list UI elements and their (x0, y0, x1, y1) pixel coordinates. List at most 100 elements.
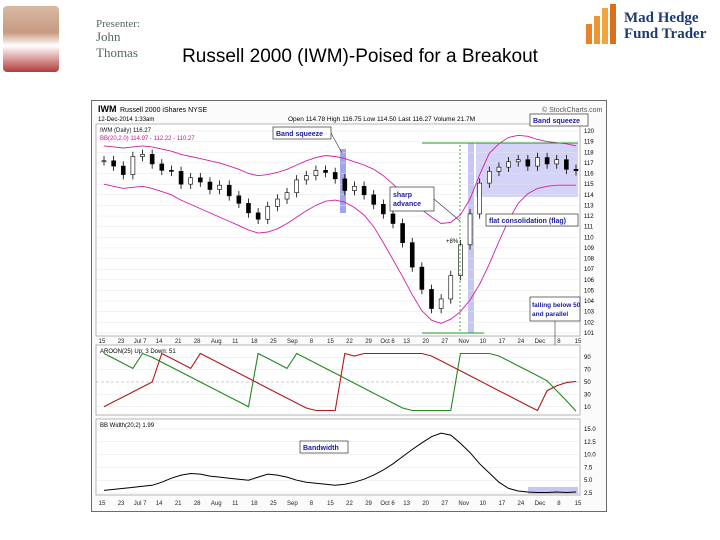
price-bar (294, 175, 299, 198)
x-tick-label: 14 (156, 501, 163, 507)
annotation-sharp-advance-line1: sharp (393, 192, 412, 199)
x-tick-label: 22 (346, 501, 353, 507)
x-tick-label: 8 (557, 339, 561, 345)
price-bar (284, 187, 290, 204)
price-bar (525, 154, 531, 171)
x-axis-labels-top: 15 23 Jul 7 14 21 28 Aug 11 18 25 Sep 8 15 22 29 Oct 6 1… (99, 339, 582, 345)
x-tick-label: 11 (232, 339, 239, 345)
price-bar (438, 294, 444, 314)
price-tick-label: 108 (584, 257, 595, 263)
legend-bb: BB(20,2.0) 114.97 - 112.22 - 110.27 (100, 136, 195, 142)
price-bar (130, 151, 136, 180)
x-tick-label: 8 (310, 501, 314, 507)
x-tick-label: 15 (327, 501, 334, 507)
price-bars (101, 149, 579, 314)
price-tick-label: 109 (584, 246, 595, 252)
annotation-bandwidth-text: Bandwidth (303, 445, 339, 452)
price-bar (236, 191, 242, 209)
aroon-tick-label: 30 (584, 392, 591, 398)
aroon-up-line (103, 352, 577, 412)
price-bar (409, 237, 415, 272)
x-tick-label: 18 (251, 501, 258, 507)
chart-security-name: Russell 2000 iShares NYSE (120, 107, 207, 114)
x-tick-label: 13 (403, 339, 410, 345)
price-bar (226, 180, 232, 201)
x-tick-label: Jul 7 (134, 501, 147, 507)
price-tick-label: 115 (584, 182, 594, 188)
x-tick-label: 27 (441, 501, 448, 507)
x-tick-label: 25 (270, 501, 277, 507)
presenter-photo (3, 6, 59, 72)
x-tick-label: 15 (327, 339, 334, 345)
bbwidth-tick-label: 7.5 (584, 465, 593, 471)
price-bar (554, 154, 560, 169)
presenter-label: Presenter: (96, 18, 140, 30)
price-bar (477, 178, 482, 219)
price-tick-label: 112 (584, 214, 594, 220)
x-tick-label: 23 (118, 501, 125, 507)
price-bar (140, 149, 145, 162)
price-bar (429, 284, 434, 314)
slide-title: Russell 2000 (IWM)-Poised for a Breakout (182, 46, 538, 67)
price-bar (246, 198, 251, 218)
bollinger-bands (103, 134, 577, 324)
x-tick-label: 15 (99, 501, 106, 507)
bbwidth-tick-label: 5.0 (584, 478, 593, 484)
price-bar (332, 167, 338, 184)
x-tick-label: 10 (479, 339, 486, 345)
bbwidth-tick-label: 15.0 (584, 427, 596, 433)
price-bar (419, 262, 425, 295)
price-tick-label: 117 (584, 161, 594, 167)
bb-lower-line (103, 183, 576, 324)
price-bar (265, 201, 271, 225)
x-tick-label: Nov (458, 339, 469, 345)
price-bar (544, 152, 550, 169)
bbwidth-tick-label: 12.5 (584, 440, 596, 446)
presenter-block: Presenter: John Thomas (0, 0, 160, 72)
chart-source: © StockCharts.com (542, 106, 603, 114)
annotation-band-squeeze-right: Band squeeze (529, 113, 589, 127)
price-bar (217, 180, 222, 195)
price-tick-label: 104 (584, 299, 595, 305)
x-axis-labels-bottom: 15 23 Jul 7 14 21 28 Aug 11 18 25 Sep 8 15 22 29 Oct 6 1… (99, 501, 582, 507)
annotation-bandwidth: Bandwidth (299, 440, 349, 454)
x-tick-label: Sep (287, 339, 298, 345)
price-tick-label: 118 (584, 150, 594, 156)
annotation-falling-below: falling below 50 and parallel (529, 296, 581, 361)
aroon-down-line (103, 352, 577, 412)
price-axis: 120 119 118 117 116 115 114 113 112 111 110 109 108 1… (584, 129, 595, 337)
price-bar (390, 209, 396, 229)
annotation-flat-consolidation-text: flat consolidation (flag) (489, 218, 566, 225)
price-bar (467, 209, 473, 250)
price-bar (564, 154, 569, 175)
x-tick-label: 20 (422, 339, 429, 345)
price-tick-label: 103 (584, 310, 595, 316)
price-tick-label: 113 (584, 203, 594, 209)
x-tick-label: Oct 6 (380, 339, 395, 345)
price-tick-label: 114 (584, 193, 594, 199)
x-tick-label: 20 (422, 501, 429, 507)
x-tick-label: 28 (194, 339, 201, 345)
annotation-band-squeeze-left: Band squeeze (272, 126, 343, 154)
annotation-flat-consolidation: flat consolidation (flag) (485, 213, 579, 227)
chart-svg: IWM Russell 2000 iShares NYSE © StockCha… (95, 104, 603, 507)
legend-bbwidth: BB Width(20,2) 1.99 (100, 423, 155, 429)
flag-shade (476, 143, 578, 197)
annotation-falling-below-line2: and parallel (532, 311, 568, 318)
x-tick-label: Sep (287, 501, 298, 507)
price-bar (352, 181, 357, 196)
aroon-tick-label: 50 (584, 380, 591, 386)
price-bar (448, 270, 454, 304)
logo-line-2: Fund Trader (624, 26, 707, 42)
price-tick-label: 111 (584, 225, 594, 231)
price-tick-label: 119 (584, 140, 594, 146)
price-bar (535, 152, 540, 171)
price-bar (573, 164, 579, 176)
price-bar (255, 208, 261, 225)
x-tick-label: 21 (175, 501, 182, 507)
x-tick-label: 24 (518, 501, 525, 507)
aroon-lines (103, 352, 577, 412)
bbwidth-panel (95, 418, 581, 496)
mad-hedge-logo: Mad Hedge Fund Trader (584, 4, 716, 52)
price-bar (169, 165, 174, 177)
